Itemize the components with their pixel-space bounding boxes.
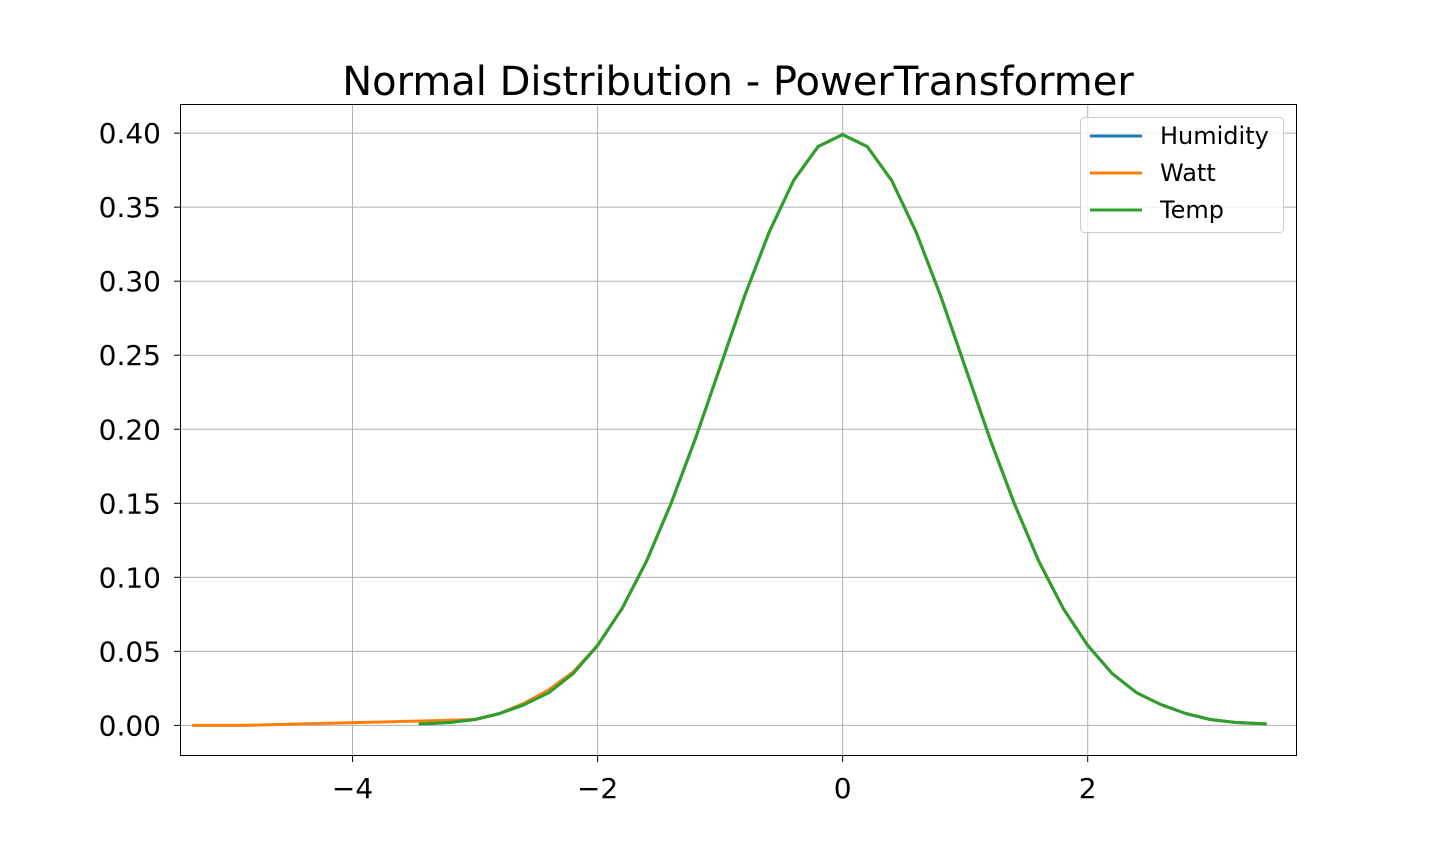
- plot-frame: [180, 104, 1297, 756]
- x-tick-label: 2: [1079, 772, 1097, 805]
- y-tick-label: 0.20: [99, 413, 161, 446]
- chart-title: Normal Distribution - PowerTransformer: [342, 59, 1134, 105]
- y-tick-label: 0.25: [99, 339, 161, 372]
- y-tick-label: 0.00: [99, 709, 161, 742]
- y-tick-label: 0.05: [99, 635, 161, 668]
- x-tick-label: −4: [332, 772, 373, 805]
- legend-box: [1080, 117, 1284, 233]
- y-tick-label: 0.10: [99, 561, 161, 594]
- x-tick-label: −2: [577, 772, 618, 805]
- legend-label-humidity: Humidity: [1160, 122, 1269, 150]
- legend-label-temp: Temp: [1159, 196, 1224, 224]
- legend: Humidity Watt Temp: [1080, 117, 1284, 233]
- y-tick-label: 0.15: [99, 487, 161, 520]
- series-line-temp: [418, 133, 1267, 726]
- y-tick-label: 0.40: [99, 117, 161, 150]
- y-tick-label: 0.35: [99, 191, 161, 224]
- series-lines: [191, 133, 1267, 727]
- legend-label-watt: Watt: [1160, 159, 1216, 187]
- y-tick-label: 0.30: [99, 265, 161, 298]
- axis-ticks: −4 −2 0 2 0.00 0.05 0.10 0.15 0.20 0.25 0.30 0.35 0.…: [99, 117, 1097, 805]
- x-tick-label: 0: [834, 772, 852, 805]
